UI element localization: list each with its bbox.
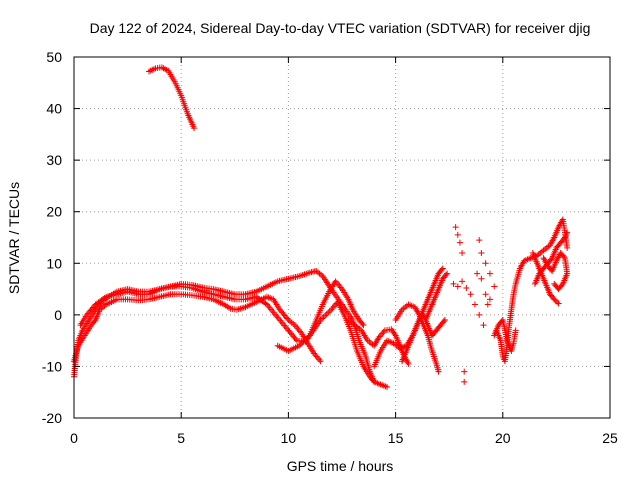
series-arc-j xyxy=(493,216,571,365)
data-point xyxy=(441,317,448,324)
plot-frame xyxy=(73,56,611,419)
data-point xyxy=(435,368,442,375)
data-point xyxy=(552,297,559,304)
series-arc-i xyxy=(422,270,451,324)
data-point xyxy=(471,301,478,308)
y-tick-label: 10 xyxy=(46,255,62,271)
data-point xyxy=(486,270,493,277)
data-point xyxy=(360,322,367,329)
data-point xyxy=(452,224,459,231)
data-point xyxy=(454,231,461,238)
series-arc-high xyxy=(146,64,198,132)
data-point xyxy=(463,285,470,292)
data-point xyxy=(540,255,547,262)
tick-layer: 0 5 10 15 20 25 -20 -10 0 10 20 30 40 50 xyxy=(42,49,618,446)
data-point xyxy=(91,318,98,325)
data-point xyxy=(474,270,481,277)
data-point xyxy=(484,301,491,308)
data-point xyxy=(564,229,571,236)
data-point xyxy=(461,368,468,375)
y-axis-label: SDTVAR / TECUs xyxy=(6,182,22,294)
data-point xyxy=(284,315,291,322)
data-point xyxy=(476,237,483,244)
data-point xyxy=(476,311,483,318)
data-point xyxy=(486,296,493,303)
y-tick-label: 0 xyxy=(54,307,62,323)
data-point xyxy=(555,300,562,307)
series-arc-n xyxy=(540,249,571,293)
series-arc-d xyxy=(274,298,391,391)
x-tick-label: 25 xyxy=(602,430,618,446)
data-point xyxy=(456,239,463,246)
data-point xyxy=(405,360,412,367)
data-point xyxy=(317,358,324,365)
y-tick-label: -20 xyxy=(42,410,62,426)
series-arc-b xyxy=(71,291,324,365)
data-point xyxy=(560,235,567,242)
chart-title: Day 122 of 2024, Sidereal Day-to-day VTE… xyxy=(90,20,591,36)
data-point xyxy=(482,260,489,267)
data-point xyxy=(564,244,571,251)
data-layer xyxy=(71,64,571,391)
data-point xyxy=(482,291,489,298)
series-scatter-18 xyxy=(450,224,498,385)
x-tick-label: 20 xyxy=(495,430,511,446)
series-arc-h xyxy=(392,301,442,375)
data-point xyxy=(438,266,445,273)
data-point xyxy=(91,303,98,310)
y-tick-label: 30 xyxy=(46,152,62,168)
data-point xyxy=(558,282,565,289)
data-point xyxy=(550,295,557,302)
data-point xyxy=(554,299,561,306)
data-point xyxy=(450,280,457,287)
data-point xyxy=(439,265,446,272)
data-point xyxy=(359,320,366,327)
data-point xyxy=(454,283,461,290)
y-tick-label: 50 xyxy=(46,49,62,65)
data-point xyxy=(384,384,391,391)
data-point xyxy=(191,125,198,132)
x-axis-label: GPS time / hours xyxy=(287,458,394,474)
data-point xyxy=(292,336,299,343)
data-point xyxy=(442,271,449,278)
x-tick-label: 5 xyxy=(177,430,185,446)
y-tick-label: 20 xyxy=(46,204,62,220)
series-arc-k xyxy=(491,317,519,354)
data-point xyxy=(459,249,466,256)
data-point xyxy=(440,318,447,325)
data-point xyxy=(548,256,555,263)
data-point xyxy=(467,291,474,298)
y-tick-label: -10 xyxy=(42,358,62,374)
data-point xyxy=(444,270,451,277)
y-tick-label: 40 xyxy=(46,101,62,117)
data-point xyxy=(478,275,485,282)
data-point xyxy=(461,378,468,385)
data-point xyxy=(480,322,487,329)
data-point xyxy=(478,249,485,256)
data-point xyxy=(551,296,558,303)
data-point xyxy=(491,283,498,290)
x-tick-label: 0 xyxy=(70,430,78,446)
data-point xyxy=(459,278,466,285)
x-tick-label: 10 xyxy=(281,430,297,446)
x-tick-label: 15 xyxy=(388,430,404,446)
data-point xyxy=(512,327,519,334)
